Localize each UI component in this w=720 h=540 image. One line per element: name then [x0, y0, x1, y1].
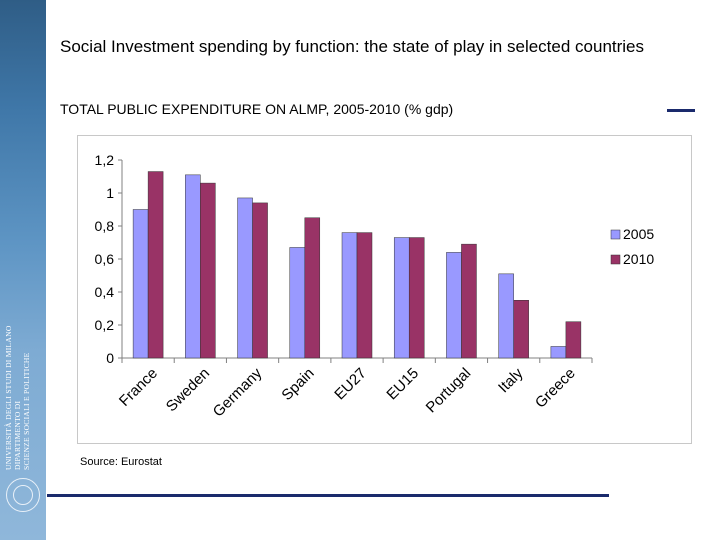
y-tick-label: 0,4 — [95, 284, 115, 300]
bar-2005-italy — [498, 273, 514, 359]
department-line: DIPARTIMENTO DI — [13, 400, 22, 470]
bar-2005-sweden — [185, 174, 201, 359]
x-tick-label: EU15 — [383, 365, 422, 404]
x-tick-label: Germany — [210, 364, 266, 420]
bar-2010-eu27 — [356, 232, 373, 359]
bar-2010-italy — [513, 300, 529, 359]
bar-2005-spain — [289, 247, 306, 359]
legend-label-2005: 2005 — [623, 226, 654, 242]
university-seal-icon — [6, 478, 40, 512]
bar-2005-eu15 — [393, 237, 410, 359]
x-tick-label: France — [116, 365, 161, 410]
legend-label-2010: 2010 — [623, 251, 654, 267]
y-tick-label: 0,2 — [95, 317, 115, 333]
x-tick-label: Greece — [532, 365, 579, 412]
legend-swatch-2010 — [610, 254, 621, 265]
bar-2005-eu27 — [341, 232, 358, 359]
bar-2010-france — [147, 171, 164, 359]
bottom-rule — [47, 494, 609, 497]
y-tick-label: 0 — [106, 350, 114, 366]
bar-2005-portugal — [446, 252, 462, 359]
x-tick-label: Italy — [495, 364, 527, 396]
chart-subtitle: TOTAL PUBLIC EXPENDITURE ON ALMP, 2005-2… — [60, 101, 454, 117]
bar-2010-sweden — [200, 182, 216, 359]
x-tick-label: Sweden — [163, 365, 213, 415]
bar-2005-greece — [550, 346, 567, 359]
chart-area: 0 0,2 0,4 0,6 0,8 1 1,2 France Sweden Germany Spai… — [77, 135, 692, 444]
accent-dash — [667, 109, 695, 112]
bar-2010-germany — [252, 202, 268, 359]
bar-2005-germany — [237, 197, 253, 359]
bar-2010-eu15 — [408, 237, 425, 359]
x-tick-label: EU27 — [331, 365, 370, 404]
university-name: UNIVERSITÀ DEGLI STUDI DI MILANO DIPARTI… — [4, 305, 31, 470]
legend-swatch-2005 — [610, 229, 621, 240]
x-tick-label: Portugal — [423, 365, 475, 417]
y-tick-label: 0,8 — [95, 218, 115, 234]
bar-2010-greece — [565, 321, 582, 359]
x-tick-label: Spain — [278, 365, 317, 404]
sidebar-band: UNIVERSITÀ DEGLI STUDI DI MILANO DIPARTI… — [0, 0, 46, 540]
bar-2010-portugal — [461, 243, 477, 359]
university-line: UNIVERSITÀ DEGLI STUDI DI MILANO — [4, 325, 13, 470]
y-tick-label: 1,2 — [95, 152, 115, 168]
y-tick-label: 1 — [106, 185, 114, 201]
y-tick-label: 0,6 — [95, 251, 115, 267]
bar-2005-france — [132, 209, 149, 359]
department-name-line: SCIENZE SOCIALI E POLITICHE — [22, 352, 31, 470]
source-note: Source: Eurostat — [80, 456, 162, 468]
page-title: Social Investment spending by function: … — [60, 37, 645, 56]
bar-2010-spain — [304, 217, 321, 359]
